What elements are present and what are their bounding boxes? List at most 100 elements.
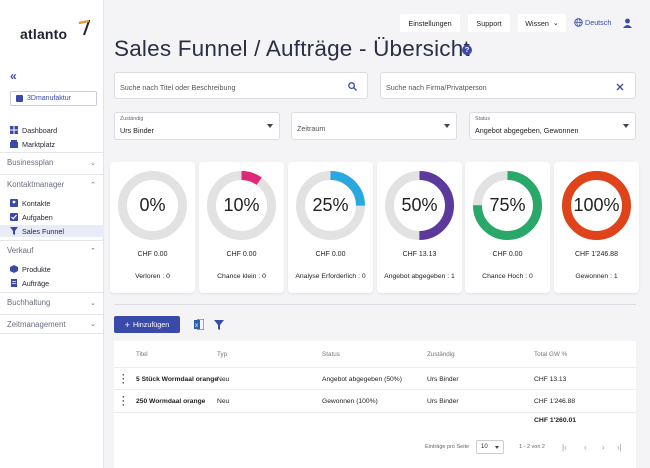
- card-stage: Angebot abgegeben : 1: [384, 273, 455, 280]
- caret-down-icon: [267, 124, 273, 128]
- sidebar-item-dashboard[interactable]: Dashboard: [10, 124, 57, 136]
- funnel-card[interactable]: 75% CHF 0.00 Chance Hoch : 0: [465, 162, 550, 293]
- column-header[interactable]: Zuständig: [427, 351, 455, 358]
- sum-total: CHF 1'260.01: [534, 417, 577, 424]
- add-button[interactable]: + Hinzufügen: [114, 316, 180, 333]
- company-icon: [16, 95, 23, 102]
- search-icon[interactable]: [348, 82, 357, 91]
- support-button[interactable]: Support: [468, 14, 510, 32]
- ring-progress: [385, 171, 454, 240]
- field-value: Urs Binder: [120, 126, 154, 135]
- sidebar-item-produkte[interactable]: Produkte: [10, 263, 51, 275]
- caret-down-icon: [623, 124, 629, 128]
- progress-ring: [562, 171, 631, 240]
- box-icon: [10, 265, 18, 273]
- table-row[interactable]: · · · 5 Stück Wormdaal orange Neu Angebot …: [114, 367, 636, 390]
- language-label: Deutsch: [585, 18, 612, 27]
- chevron-up-icon: ⌃: [90, 247, 96, 255]
- per-page-label: Einträge pro Seite: [425, 444, 470, 450]
- sidebar-item-sales-funnel[interactable]: Sales Funnel: [0, 225, 104, 237]
- cell-owner: Urs Binder: [427, 398, 459, 405]
- sidebar-item-label: Sales Funnel: [22, 226, 64, 236]
- cell-owner: Urs Binder: [427, 376, 459, 383]
- sidebar-item-label: Marktplatz: [22, 139, 56, 149]
- chevron-down-icon: ⌄: [552, 20, 559, 27]
- sidebar-group-businessplan[interactable]: Businessplan ⌄: [0, 152, 104, 172]
- settings-button[interactable]: Einstellungen: [400, 14, 460, 32]
- first-page-icon[interactable]: |‹: [562, 443, 567, 452]
- title-search-input[interactable]: Suche nach Titel oder Beschreibung: [114, 72, 368, 99]
- zustaendig-select[interactable]: Zuständig Urs Binder: [114, 112, 280, 140]
- group-label: Verkauf: [7, 246, 34, 255]
- last-page-icon[interactable]: ›|: [617, 443, 622, 452]
- sidebar-item-kontakte[interactable]: Kontakte: [10, 197, 50, 209]
- card-percent: 10%: [223, 195, 260, 215]
- ring-progress: [562, 171, 631, 240]
- logo-mark-icon: [78, 20, 90, 36]
- ring-progress: [296, 171, 365, 240]
- sidebar: atlanto « 3Dmanufaktur Dashboard Marktpl…: [0, 0, 104, 468]
- progress-ring: [385, 171, 454, 240]
- card-stage: Chance klein : 0: [217, 273, 266, 280]
- card-stage: Chance Hoch : 0: [482, 273, 533, 280]
- wissen-menu[interactable]: Wissen ⌄: [518, 14, 566, 32]
- status-select[interactable]: Status Angebot abgegeben, Gewonnen: [469, 112, 636, 140]
- field-label: Zuständig: [120, 116, 144, 122]
- funnel-card[interactable]: 50% CHF 13.13 Angebot abgegeben : 1: [377, 162, 462, 293]
- cell-title: 250 Wormdaal orange: [136, 398, 206, 405]
- row-menu-icon[interactable]: · · ·: [122, 392, 125, 410]
- cell-type: Neu: [217, 398, 230, 405]
- ring-track: [118, 171, 187, 240]
- brand-logo[interactable]: atlanto: [20, 26, 68, 42]
- sidebar-group-buchhaltung[interactable]: Buchhaltung ⌄: [0, 292, 104, 312]
- language-selector[interactable]: Deutsch: [574, 18, 611, 27]
- sidebar-group-verkauf[interactable]: Verkauf ⌃: [0, 240, 104, 260]
- funnel-card[interactable]: 10% CHF 0.00 Chance klein : 0: [199, 162, 284, 293]
- next-page-icon[interactable]: ›: [602, 443, 605, 452]
- sidebar-item-aufgaben[interactable]: Aufgaben: [10, 211, 53, 223]
- card-percent: 25%: [312, 195, 349, 215]
- column-header[interactable]: Titel: [136, 351, 148, 358]
- card-amount: CHF 0.00: [226, 251, 257, 258]
- sidebar-item-label: Aufträge: [22, 278, 50, 288]
- funnel-card[interactable]: 25% CHF 0.00 Analyse Erforderlich : 0: [288, 162, 373, 293]
- company-name: 3Dmanufaktur: [27, 95, 71, 102]
- chevron-down-icon: ⌄: [90, 159, 96, 167]
- clear-icon[interactable]: [616, 83, 624, 91]
- sidebar-item-marktplatz[interactable]: Marktplatz: [10, 138, 55, 150]
- funnel-icon: [10, 227, 18, 235]
- per-page-select[interactable]: 10: [476, 440, 504, 454]
- excel-export-icon[interactable]: x: [194, 319, 204, 330]
- card-percent: 100%: [573, 195, 620, 215]
- row-menu-icon[interactable]: · · ·: [122, 370, 125, 388]
- cell-total: CHF 1'246.88: [534, 398, 576, 405]
- column-header[interactable]: Typ: [217, 351, 228, 358]
- filter-icon[interactable]: [214, 320, 224, 330]
- tasks-icon: [10, 213, 18, 221]
- cell-title: 5 Stück Wormdaal orange: [136, 376, 219, 383]
- funnel-card[interactable]: 0% CHF 0.00 Verloren : 0: [110, 162, 195, 293]
- collapse-sidebar-icon[interactable]: «: [10, 69, 17, 83]
- funnel-card[interactable]: 100% CHF 1'246.88 Gewonnen : 1: [554, 162, 639, 293]
- progress-ring: [296, 171, 365, 240]
- sidebar-group-kontaktmanager[interactable]: Kontaktmanager ⌃: [0, 174, 104, 194]
- cell-status: Angebot abgegeben (50%): [322, 376, 402, 383]
- sidebar-group-zeitmanagement[interactable]: Zeitmanagement ⌄: [0, 314, 104, 334]
- card-stage: Gewonnen : 1: [575, 273, 618, 280]
- company-selector[interactable]: 3Dmanufaktur: [10, 91, 97, 106]
- column-header[interactable]: Status: [322, 351, 340, 358]
- sidebar-item-auftraege[interactable]: Aufträge: [10, 277, 49, 289]
- previous-page-icon[interactable]: ‹: [584, 443, 587, 452]
- column-header[interactable]: Total GW %: [534, 351, 568, 358]
- cell-status: Gewonnen (100%): [322, 398, 378, 405]
- company-search-input[interactable]: Suche nach Firma/Privatperson: [380, 72, 636, 99]
- user-icon[interactable]: [623, 18, 632, 28]
- group-label: Buchhaltung: [7, 298, 51, 307]
- group-label: Kontaktmanager: [7, 180, 65, 189]
- progress-ring: [118, 171, 187, 240]
- help-icon[interactable]: ?: [462, 45, 472, 55]
- group-label: Zeitmanagement: [7, 319, 66, 329]
- field-value: Angebot abgegeben, Gewonnen: [475, 126, 579, 135]
- zeitraum-select[interactable]: Zeitraum: [291, 112, 457, 140]
- table-row[interactable]: · · · 250 Wormdaal orange Neu Gewonnen (10…: [114, 390, 636, 413]
